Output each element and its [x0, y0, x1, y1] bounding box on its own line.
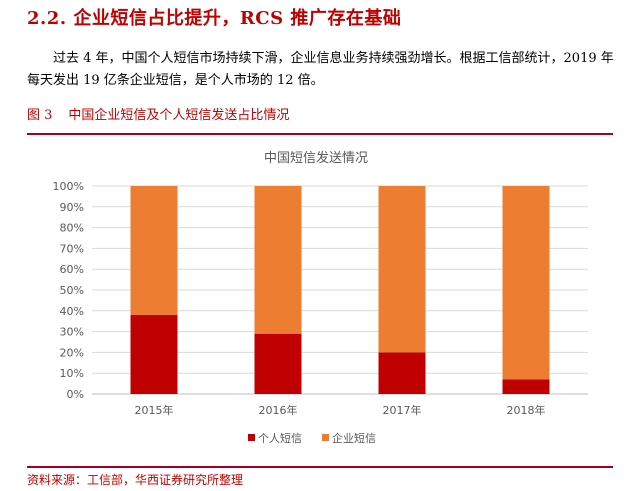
bar-segment-enterprise [130, 186, 178, 315]
bar-segment-personal [254, 333, 302, 394]
bars [130, 186, 550, 394]
bar-segment-enterprise [502, 186, 550, 380]
legend-swatch [322, 434, 329, 441]
y-axis-ticks: 0% 10% 20% 30% 40% 50% 60% 70% 80% 90% 100% [53, 180, 84, 401]
legend-label: 个人短信 [258, 431, 302, 445]
y-tick-label: 30% [60, 326, 84, 339]
x-tick-label: 2018年 [507, 403, 546, 417]
y-tick-label: 70% [60, 242, 84, 255]
bar-segment-personal [378, 352, 426, 394]
bar-segment-personal [502, 379, 550, 394]
source-note: 资料来源：工信部，华西证券研究所整理 [27, 473, 244, 487]
bar-segment-enterprise [254, 186, 302, 334]
y-tick-label: 60% [60, 263, 84, 276]
y-tick-label: 20% [60, 346, 84, 359]
legend-swatch [248, 434, 255, 441]
section-heading: 2.2. 企业短信占比提升，RCS 推广存在基础 [27, 8, 402, 29]
y-tick-label: 40% [60, 305, 84, 318]
y-tick-label: 80% [60, 222, 84, 235]
y-tick-label: 0% [67, 388, 84, 401]
chart-title: 中国短信发送情况 [264, 150, 368, 166]
figure-number: 图 3 [27, 108, 53, 123]
legend-label: 企业短信 [332, 431, 376, 445]
y-tick-label: 50% [60, 284, 84, 297]
bar-segment-personal [130, 314, 178, 394]
figure-title: 中国企业短信及个人短信发送占比情况 [68, 108, 290, 123]
x-tick-label: 2017年 [383, 403, 422, 417]
bar-segment-enterprise [378, 186, 426, 353]
caption-divider [27, 133, 613, 135]
figure-caption: 图 3 中国企业短信及个人短信发送占比情况 [27, 104, 289, 123]
source-divider [27, 466, 613, 468]
y-tick-label: 10% [60, 367, 84, 380]
y-tick-label: 90% [60, 201, 84, 214]
y-tick-label: 100% [53, 180, 84, 193]
body-paragraph: 过去 4 年，中国个人短信市场持续下滑，企业信息业务持续强劲增长。根据工信部统计… [27, 51, 614, 88]
x-axis-labels: 2015年 2016年 2017年 2018年 [135, 403, 546, 417]
x-tick-label: 2016年 [259, 403, 298, 417]
chart-legend: 个人短信 企业短信 [248, 431, 376, 445]
x-tick-label: 2015年 [135, 403, 174, 417]
